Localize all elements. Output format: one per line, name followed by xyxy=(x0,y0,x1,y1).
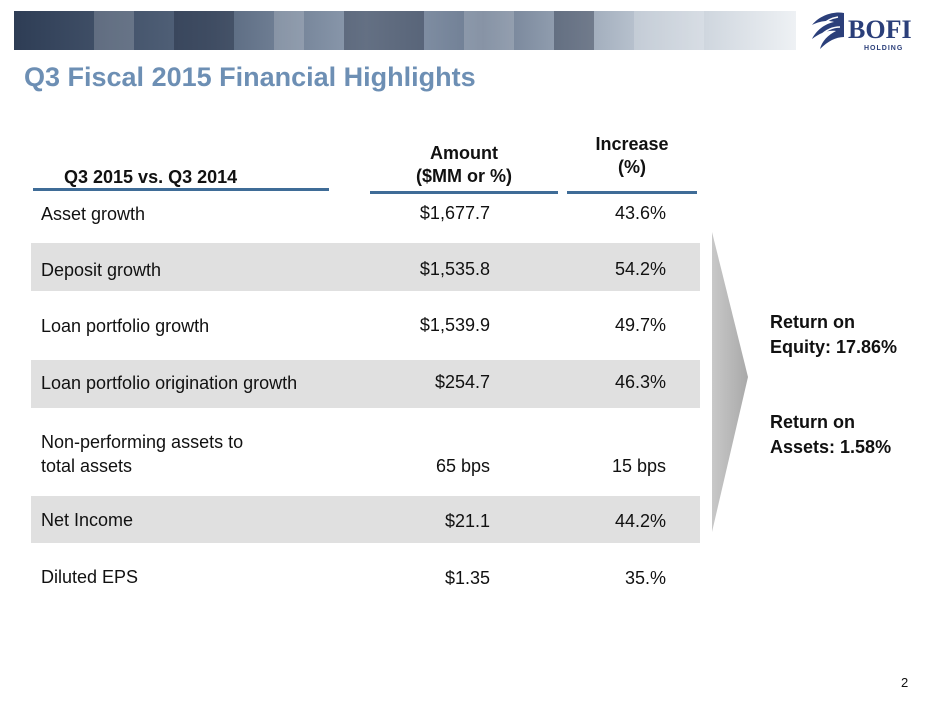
logo-wordmark: BOFI xyxy=(848,15,912,44)
row-label: Diluted EPS xyxy=(41,567,139,587)
header-banner-image xyxy=(14,11,796,50)
row-label: Loan portfolio origination growth xyxy=(41,373,298,393)
increase-header-rule xyxy=(567,191,697,194)
amount-header: Amount ($MM or %) xyxy=(370,142,558,188)
row-label: Net Income xyxy=(41,510,134,530)
page-title: Q3 Fiscal 2015 Financial Highlights xyxy=(24,62,476,92)
row-increase: 35.% xyxy=(624,568,666,588)
amount-header-line2: ($MM or %) xyxy=(416,166,512,186)
chevron-arrow-icon xyxy=(712,232,748,532)
row-increase: 15 bps xyxy=(611,456,666,476)
return-on-equity-callout: Return on Equity: 17.86% xyxy=(770,310,897,360)
row-amount: $1,677.7 xyxy=(419,203,490,223)
bofi-logo: BOFI HOLDING xyxy=(808,9,928,57)
table-row: Loan portfolio origination growth $254.7… xyxy=(31,360,700,408)
row-label: Deposit growth xyxy=(41,260,162,280)
return-on-assets-callout: Return on Assets: 1.58% xyxy=(770,410,891,460)
table-row: Deposit growth $1,535.8 54.2% xyxy=(31,243,700,291)
amount-header-rule xyxy=(370,191,558,194)
roa-line1: Return on xyxy=(770,412,855,432)
row-amount: $21.1 xyxy=(444,511,490,531)
row-label-line2: total assets xyxy=(41,456,133,476)
row-increase: 44.2% xyxy=(614,511,666,531)
table-row: Non-performing assets to total assets 65… xyxy=(31,420,700,495)
row-increase: 46.3% xyxy=(614,372,666,392)
comparison-header: Q3 2015 vs. Q3 2014 xyxy=(64,167,238,187)
table-row: Asset growth $1,677.7 43.6% xyxy=(31,190,700,238)
logo-subtext: HOLDING xyxy=(864,45,904,52)
roe-line2: Equity: 17.86% xyxy=(770,337,898,357)
row-amount: $254.7 xyxy=(434,372,490,392)
amount-header-line1: Amount xyxy=(430,143,498,163)
increase-header: Increase (%) xyxy=(567,133,697,179)
roa-line2: Assets: 1.58% xyxy=(770,437,892,457)
table-row: Net Income $21.1 44.2% xyxy=(31,496,700,543)
roe-line1: Return on xyxy=(770,312,855,332)
page-number: 2 xyxy=(901,675,909,690)
label-header-rule xyxy=(33,188,329,191)
row-label-line1: Non-performing assets to xyxy=(41,432,244,452)
row-amount: 65 bps xyxy=(435,456,490,476)
row-label: Non-performing assets to total assets xyxy=(41,430,243,478)
row-increase: 49.7% xyxy=(614,315,666,335)
row-amount: $1,535.8 xyxy=(419,259,490,279)
row-amount: $1,539.9 xyxy=(419,315,490,335)
eagle-icon xyxy=(812,12,844,49)
row-increase: 43.6% xyxy=(614,203,666,223)
row-amount: $1.35 xyxy=(444,568,490,588)
table-row: Diluted EPS $1.35 35.% xyxy=(31,555,700,603)
increase-header-line2: (%) xyxy=(618,157,646,177)
increase-header-line1: Increase xyxy=(595,134,669,154)
row-increase: 54.2% xyxy=(614,259,666,279)
table-row: Loan portfolio growth $1,539.9 49.7% xyxy=(31,300,700,348)
row-label: Asset growth xyxy=(41,204,146,224)
row-label: Loan portfolio growth xyxy=(41,316,210,336)
